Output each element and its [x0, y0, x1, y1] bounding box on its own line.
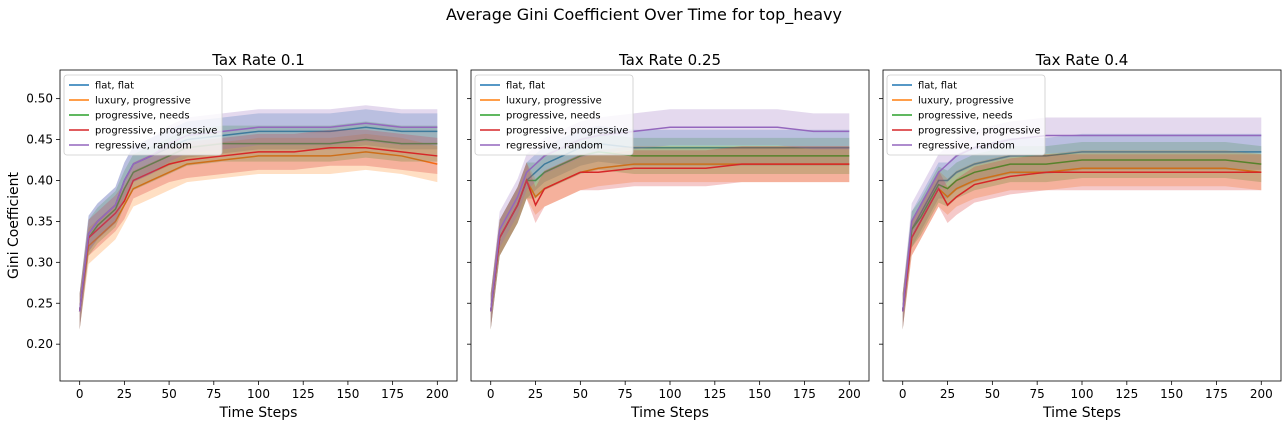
series-line-progressive-needs [78, 138, 438, 312]
x-tick-label: 25 [528, 387, 543, 401]
y-axis-label: Gini Coefficient [6, 171, 22, 279]
legend-entry: progressive, needs [95, 111, 190, 122]
x-tick-label: 125 [703, 387, 726, 401]
x-tick-label: 150 [1160, 387, 1183, 401]
x-axis-label: Time Steps [219, 405, 298, 421]
legend-entry: regressive, random [918, 141, 1015, 152]
legend: flat, flat luxury, progressive progressive… [474, 74, 634, 156]
x-tick-label: 0 [76, 387, 84, 401]
x-tick-label: 175 [1205, 387, 1228, 401]
y-tick-label: 0.40 [26, 173, 53, 187]
series-line-progressive-progressive [901, 171, 1262, 312]
band-regressive-random [79, 105, 438, 330]
y-tick-label: 0.35 [26, 214, 53, 228]
legend-box [63, 74, 223, 156]
legend-entry: regressive, random [95, 141, 192, 152]
legend-box [474, 74, 634, 156]
x-tick-label: 25 [940, 387, 955, 401]
legend-entry: progressive, progressive [95, 126, 217, 137]
band-flat-flat [902, 133, 1262, 330]
series-line-progressive-needs [901, 159, 1262, 312]
x-tick-label: 25 [117, 387, 132, 401]
legend-entry: luxury, progressive [95, 96, 191, 107]
y-tick-label: 0.30 [26, 255, 53, 269]
series-line-progressive-progressive [489, 163, 850, 312]
x-tick-label: 75 [206, 387, 221, 401]
x-tick-label: 0 [487, 387, 495, 401]
band-progressive-progressive [902, 154, 1262, 330]
x-tick-label: 50 [985, 387, 1000, 401]
y-tick-label: 0.50 [26, 92, 53, 106]
x-tick-label: 125 [292, 387, 315, 401]
x-axis-label: Time Steps [1042, 405, 1121, 421]
band-luxury-progressive [79, 133, 438, 330]
legend-entry: progressive, progressive [918, 126, 1040, 137]
x-tick-label: 0 [899, 387, 907, 401]
band-progressive-progressive [79, 129, 438, 330]
panel-2: 0 25 50 75 100 125 150 175 200 Tax Rate 0.25 Time … [467, 51, 870, 421]
panel-title: Tax Rate 0.4 [1035, 51, 1129, 69]
legend-entry: progressive, needs [918, 111, 1013, 122]
x-tick-label: 150 [336, 387, 359, 401]
x-tick-label: 50 [573, 387, 588, 401]
legend-entry: luxury, progressive [918, 96, 1014, 107]
x-tick-label: 200 [426, 387, 449, 401]
legend-entry: luxury, progressive [506, 96, 602, 107]
x-tick-label: 75 [1030, 387, 1045, 401]
y-tick-label: 0.20 [26, 337, 53, 351]
y-tick-label: 0.45 [26, 133, 53, 147]
panel-1: 0 25 50 75 100 125 150 175 200 0.20 0.25 0.30 0.35 0.… [6, 51, 458, 421]
x-axis-label: Time Steps [630, 405, 709, 421]
legend-box [886, 74, 1046, 156]
series-line-progressive-progressive [78, 147, 438, 312]
band-progressive-needs [79, 121, 438, 330]
band-progressive-needs [490, 133, 850, 330]
x-tick-label: 100 [659, 387, 682, 401]
x-tick-label: 175 [793, 387, 816, 401]
legend-entry: regressive, random [506, 141, 603, 152]
panel-title: Tax Rate 0.1 [211, 51, 305, 69]
legend-entry: flat, flat [506, 81, 545, 92]
legend-entry: flat, flat [95, 81, 134, 92]
x-tick-label: 100 [1071, 387, 1094, 401]
series-line-flat-flat [901, 151, 1262, 312]
x-tick-label: 100 [247, 387, 270, 401]
x-tick-label: 125 [1115, 387, 1138, 401]
legend-entry: progressive, needs [506, 111, 601, 122]
legend: flat, flat luxury, progressive progressive… [886, 74, 1046, 156]
x-tick-label: 200 [838, 387, 861, 401]
legend-entry: flat, flat [918, 81, 957, 92]
panel-title: Tax Rate 0.25 [618, 51, 721, 69]
x-tick-label: 150 [748, 387, 771, 401]
x-tick-label: 50 [161, 387, 176, 401]
x-tick-label: 200 [1250, 387, 1273, 401]
figure-suptitle: Average Gini Coefficient Over Time for t… [446, 5, 842, 25]
band-regressive-random [902, 117, 1262, 330]
x-tick-label: 75 [618, 387, 633, 401]
series-line-luxury-progressive [78, 151, 438, 312]
y-tick-label: 0.25 [26, 296, 53, 310]
legend-entry: progressive, progressive [506, 126, 628, 137]
legend: flat, flat luxury, progressive progressive… [63, 74, 223, 156]
x-tick-label: 175 [381, 387, 404, 401]
panel-3: 0 25 50 75 100 125 150 175 200 Tax Rate 0.4 Time S… [879, 51, 1282, 421]
band-flat-flat [490, 125, 850, 330]
